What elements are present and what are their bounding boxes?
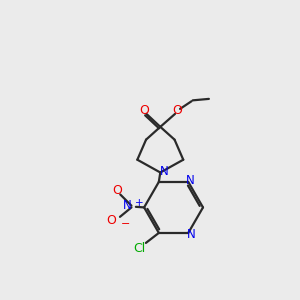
Text: N: N: [186, 174, 195, 187]
Text: +: +: [135, 198, 143, 208]
Text: N: N: [160, 165, 169, 178]
Text: O: O: [172, 104, 182, 118]
Text: N: N: [123, 199, 131, 212]
Text: O: O: [139, 104, 149, 118]
Text: O: O: [113, 184, 122, 197]
Text: Cl: Cl: [133, 242, 145, 255]
Text: O: O: [106, 214, 116, 227]
Text: N: N: [187, 228, 196, 241]
Text: −: −: [121, 219, 130, 229]
